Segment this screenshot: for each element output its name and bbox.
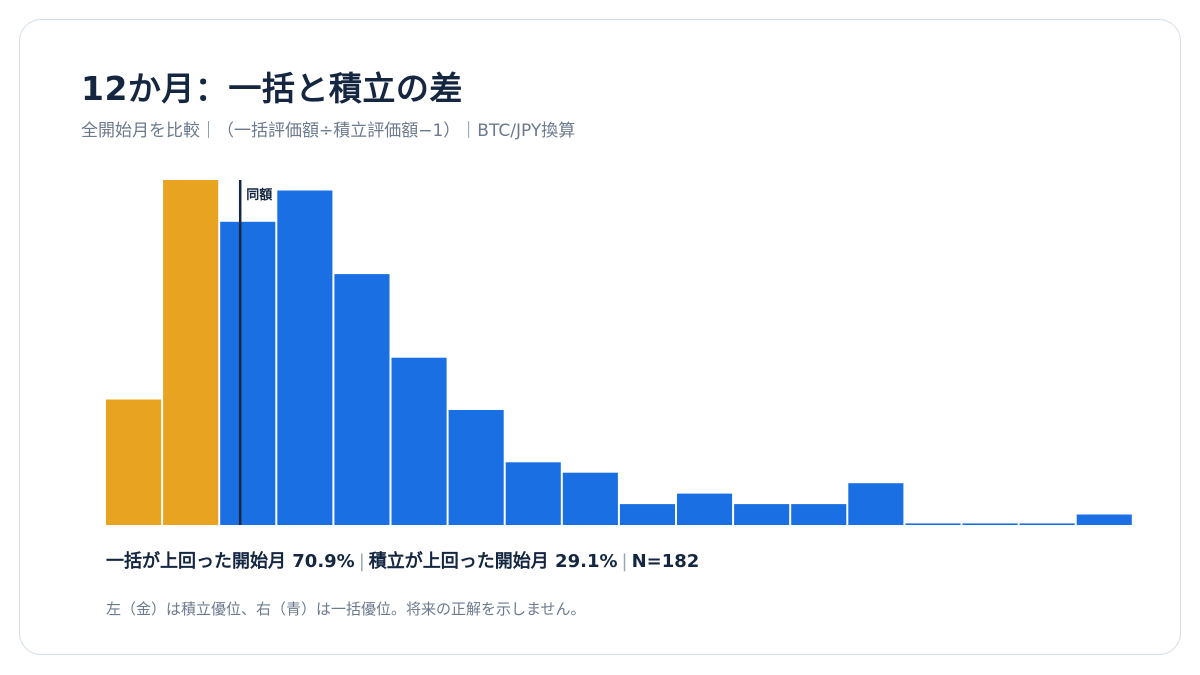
histogram-bar xyxy=(962,523,1018,525)
histogram-bar xyxy=(163,180,219,525)
histogram-bar xyxy=(391,357,447,525)
break-even-label: 同額 xyxy=(246,187,272,203)
histogram-bar xyxy=(334,274,390,525)
histogram-bar xyxy=(619,504,675,525)
histogram-bar xyxy=(277,190,333,525)
histogram-bar xyxy=(220,221,276,526)
histogram-bar xyxy=(106,399,162,525)
stats-line: 一括が上回った開始月 70.9% | 積立が上回った開始月 29.1% | N=182 xyxy=(106,547,699,573)
histogram-bar xyxy=(905,523,961,525)
footnote: 左（金）は積立優位、右（青）は一括優位。将来の正解を示しません。 xyxy=(106,600,586,618)
dca-share: 積立が上回った開始月 29.1% xyxy=(368,551,618,572)
histogram-bar xyxy=(1076,514,1132,525)
sample-count: N=182 xyxy=(631,551,700,572)
histogram-bar xyxy=(791,504,847,525)
histogram-bar xyxy=(1019,523,1075,525)
lump-sum-share: 一括が上回った開始月 70.9% xyxy=(106,551,355,572)
histogram-bar xyxy=(734,504,790,525)
histogram-bar xyxy=(848,483,904,525)
histogram-bar xyxy=(677,493,733,525)
histogram-bar xyxy=(562,472,618,525)
page-title: 12か月：一括と積立の差 xyxy=(81,69,463,108)
chart-subtitle: 全開始月を比較｜（一括評価額÷積立評価額−1）｜BTC/JPY換算 xyxy=(81,121,576,141)
stats-separator: | xyxy=(621,551,628,572)
stats-separator: | xyxy=(358,551,365,572)
histogram-bar xyxy=(505,462,561,525)
histogram-bar xyxy=(448,410,504,525)
